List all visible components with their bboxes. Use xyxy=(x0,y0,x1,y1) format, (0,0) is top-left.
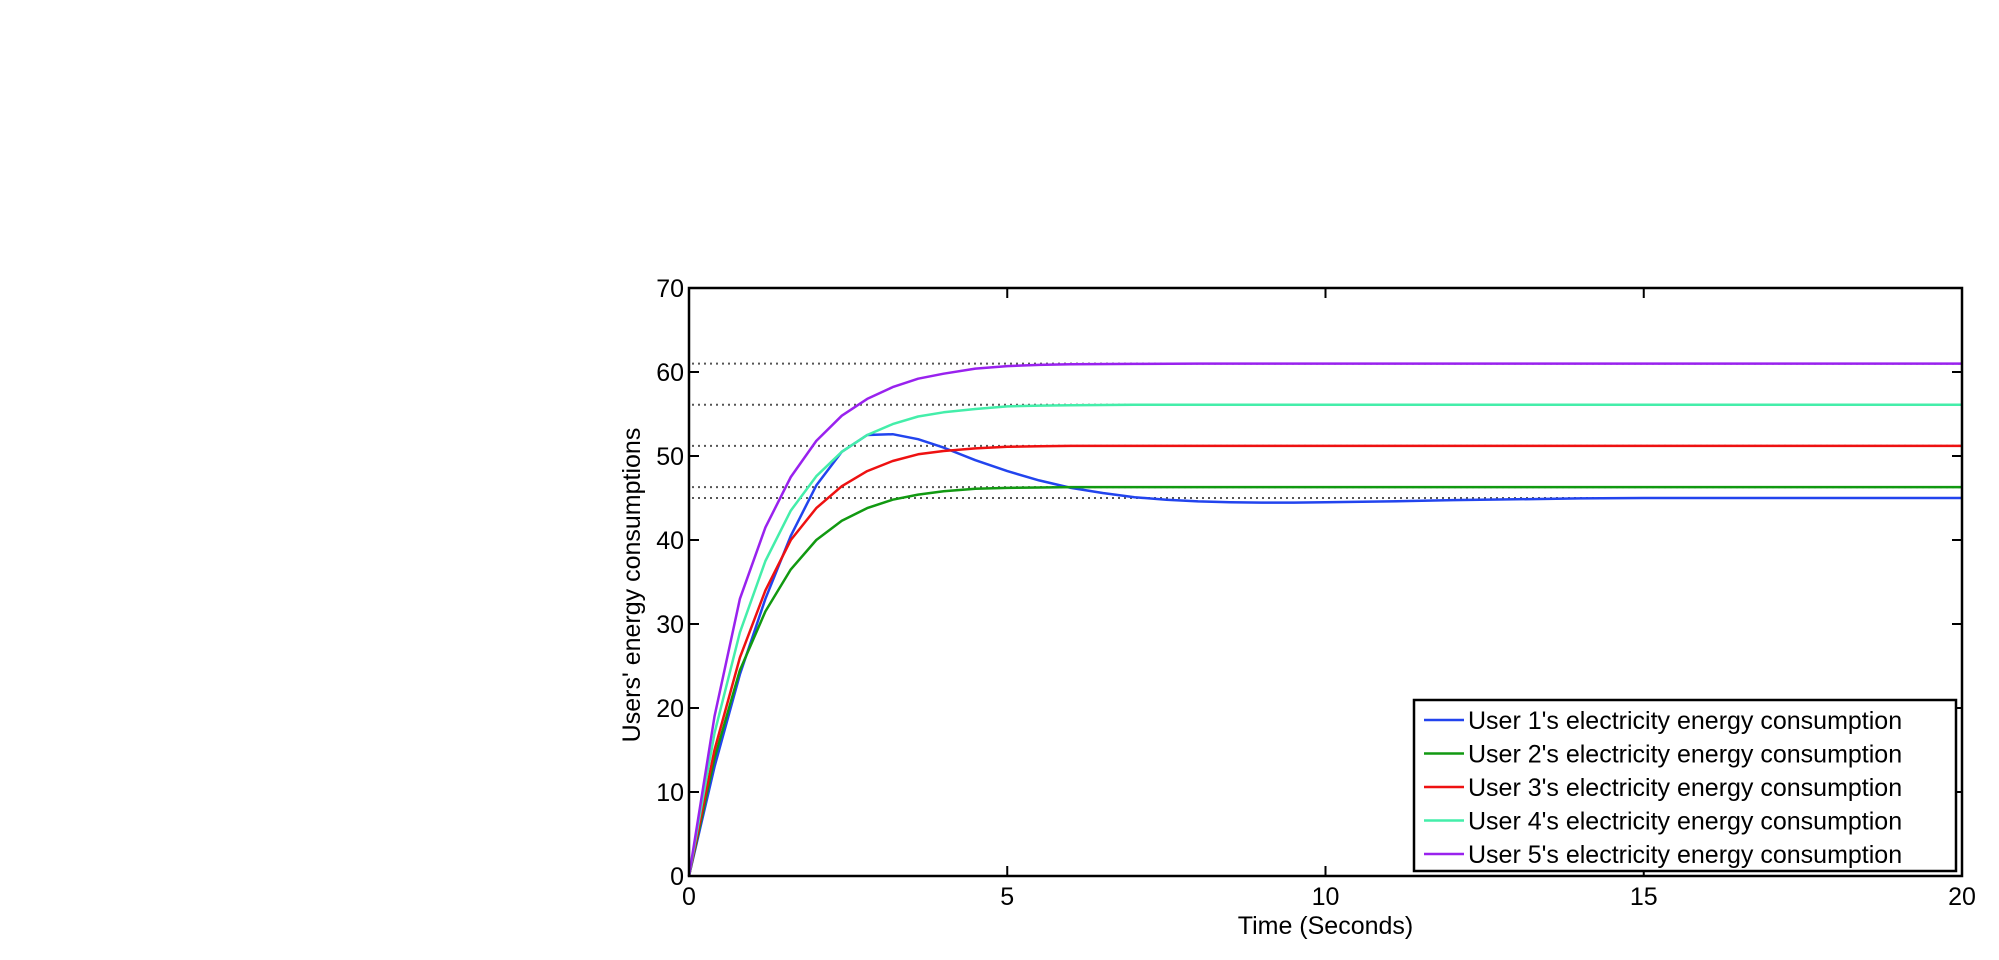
legend: User 1's electricity energy consumption U… xyxy=(1412,698,1958,873)
y-tick-label: 70 xyxy=(656,275,684,303)
y-tick-label: 50 xyxy=(656,443,684,471)
legend-label-user-1: User 1's electricity energy consumption xyxy=(1468,707,1902,735)
y-tick-label: 20 xyxy=(656,695,684,723)
x-tick-label: 0 xyxy=(682,883,696,911)
x-tick-label: 5 xyxy=(1000,883,1014,911)
series-line-user-5 xyxy=(687,362,1962,877)
x-tick-label: 20 xyxy=(1948,883,1976,911)
x-tick-label: 15 xyxy=(1630,883,1658,911)
series-line-user-4 xyxy=(687,403,1962,877)
legend-label-user-5: User 5's electricity energy consumption xyxy=(1468,841,1902,869)
y-tick-label: 60 xyxy=(656,359,684,387)
series-lines xyxy=(687,362,1962,877)
legend-label-user-4: User 4's electricity energy consumption xyxy=(1468,808,1902,836)
x-tick-label: 10 xyxy=(1312,883,1340,911)
y-axis-title: Users' energy consumptions xyxy=(618,428,646,743)
y-tick-label: 10 xyxy=(656,779,684,807)
series-line-user-2 xyxy=(687,485,1962,877)
axis-tick-labels: 0 5 10 15 20 0 10 20 30 40 50 60 70 xyxy=(656,275,1976,911)
legend-label-user-2: User 2's electricity energy consumption xyxy=(1468,741,1902,769)
legend-label-user-3: User 3's electricity energy consumption xyxy=(1468,774,1902,802)
y-tick-label: 0 xyxy=(670,863,684,891)
x-axis-title: Time (Seconds) xyxy=(1238,912,1414,940)
series-line-user-3 xyxy=(687,444,1962,877)
y-tick-label: 30 xyxy=(656,611,684,639)
y-tick-label: 40 xyxy=(656,527,684,555)
series-line-user-1 xyxy=(687,432,1962,877)
legend-box xyxy=(1412,698,1958,873)
